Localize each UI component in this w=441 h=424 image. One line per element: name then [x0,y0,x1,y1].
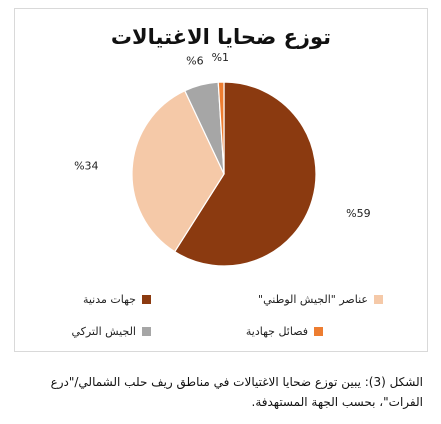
data-label-turkish-army: %6 [186,55,203,68]
legend-label-jihadist: فصائل جهادية [245,325,308,338]
legend-swatch-jihadist [314,327,323,336]
legend-item-civilian: جهات مدنية [83,293,151,306]
legend-item-national-army: عناصر "الجيش الوطني" [258,293,383,306]
legend-swatch-national-army [374,295,383,304]
chart-frame: توزع ضحايا الاغتيالات %59 %34 %6 %1 جهات مد… [14,8,428,352]
data-label-jihadist: %1 [212,51,229,64]
chart-title: توزع ضحايا الاغتيالات [110,25,332,49]
figure-caption: الشكل (3): يبين توزع ضحايا الاغتيالات في… [50,375,423,409]
legend-label-national-army: عناصر "الجيش الوطني" [258,293,368,306]
legend-label-turkish-army: الجيش التركي [71,325,136,338]
pie-slice-civilian [173,81,317,267]
pie-slice-jihadist [217,81,225,175]
data-label-civilian: %59 [346,207,370,220]
data-label-national-army: %34 [74,159,98,172]
pie-slice-national-army [131,89,225,253]
legend-item-jihadist: فصائل جهادية [246,325,323,338]
legend-swatch-civilian [142,295,151,304]
legend-swatch-turkish-army [142,327,151,336]
pie-chart: %59 %34 %6 %1 [74,51,371,267]
legend-label-civilian: جهات مدنية [82,293,136,306]
legend-item-turkish-army: الجيش التركي [71,325,151,338]
